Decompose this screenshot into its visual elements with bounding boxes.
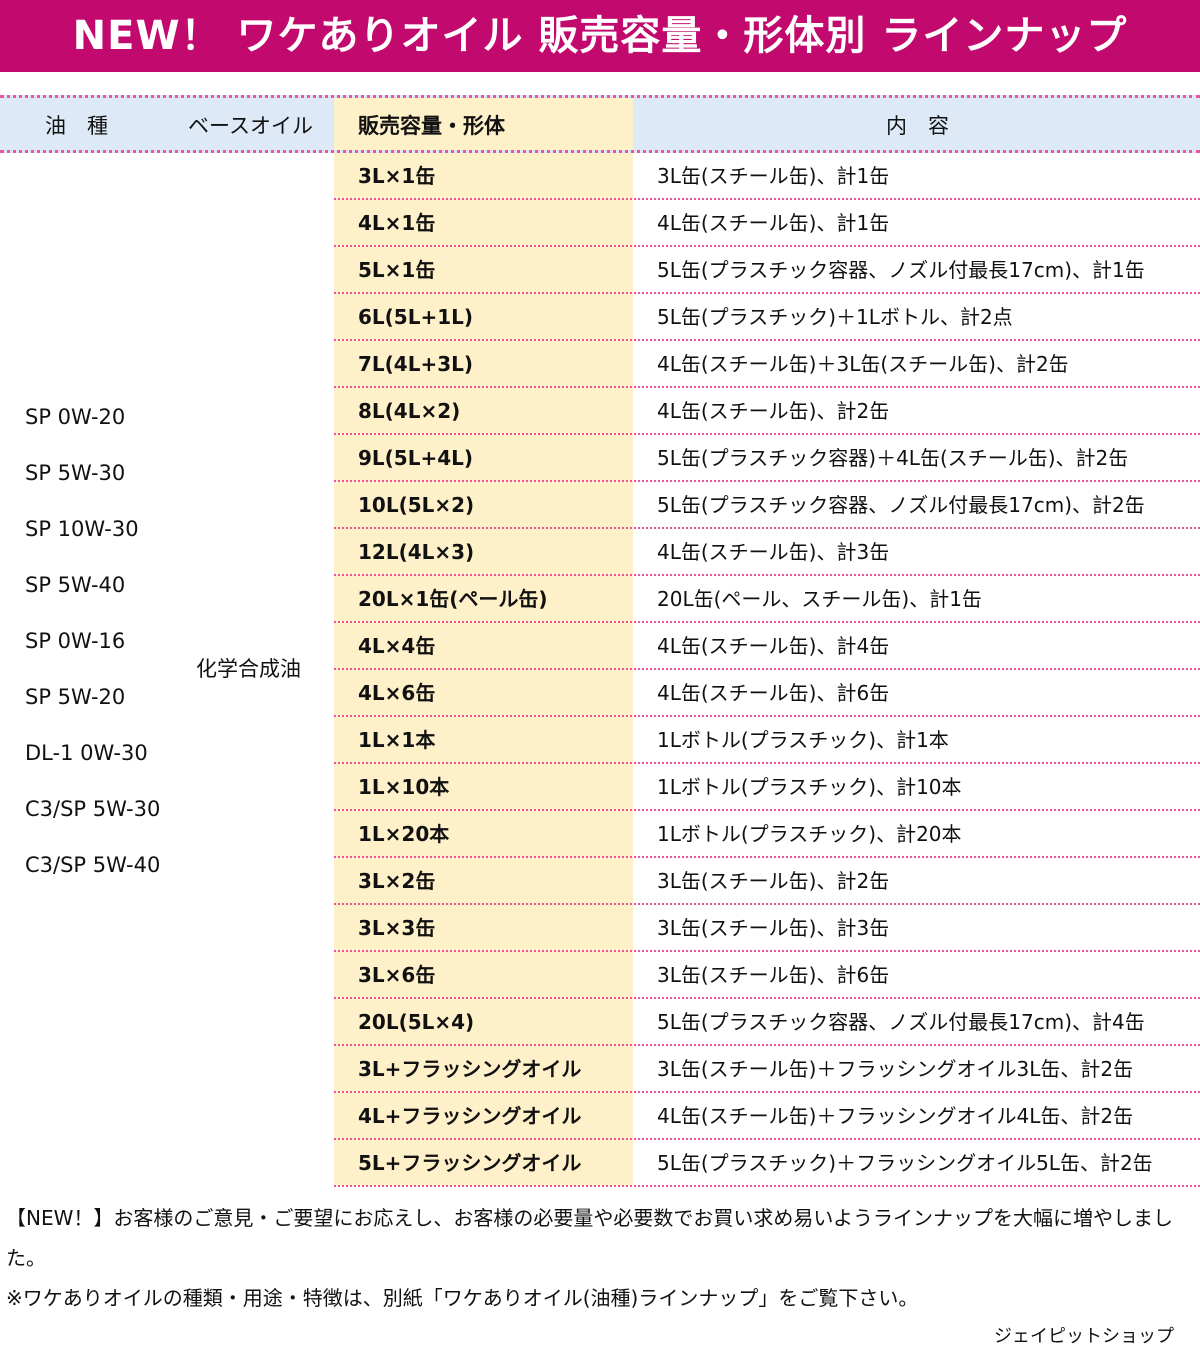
header-base-oil: ベースオイル <box>188 114 313 138</box>
capacity-cell: 5L×1缶 <box>358 258 436 282</box>
contents-cell: 1Lボトル(プラスチック)、計10本 <box>657 775 962 799</box>
contents-cell: 4L缶(スチール缶)＋フラッシングオイル4L缶、計2缶 <box>657 1104 1134 1128</box>
table-row: 3L×3缶 3L缶(スチール缶)、計3缶 <box>334 905 1200 952</box>
header-contents: 内 容 <box>886 114 949 138</box>
contents-cell: 3L缶(スチール缶)、計3缶 <box>657 916 890 940</box>
oil-type-item: SP 5W-40 <box>25 573 126 597</box>
capacity-cell: 4L×4缶 <box>358 634 436 658</box>
footnote-reference: ※ワケありオイルの種類・用途・特徴は、別紙「ワケありオイル(油種)ラインナップ」… <box>6 1286 919 1310</box>
contents-cell: 4L缶(スチール缶)、計2缶 <box>657 399 890 423</box>
capacity-cell: 1L×20本 <box>358 822 450 846</box>
oil-type-item: DL-1 0W-30 <box>25 741 148 765</box>
table-row: 1L×20本 1Lボトル(プラスチック)、計20本 <box>334 811 1200 858</box>
table-row: 3L×6缶 3L缶(スチール缶)、計6缶 <box>334 952 1200 999</box>
table-row: 1L×10本 1Lボトル(プラスチック)、計10本 <box>334 764 1200 811</box>
base-oil: 化学合成油 <box>196 657 301 681</box>
table-header: 油 種 ベースオイル 販売容量・形体 内 容 <box>0 95 1200 153</box>
contents-cell: 1Lボトル(プラスチック)、計1本 <box>657 728 949 752</box>
footnotes: 【NEW！】お客様のご意見・ご要望にお応えし、お客様の必要量や必要数でお買い求め… <box>6 1198 1196 1318</box>
contents-cell: 1Lボトル(プラスチック)、計20本 <box>657 822 962 846</box>
oil-type-item: C3/SP 5W-40 <box>25 853 161 877</box>
capacity-cell: 5L+フラッシングオイル <box>358 1151 582 1175</box>
table-row: 5L+フラッシングオイル 5L缶(プラスチック)＋フラッシングオイル5L缶、計2缶 <box>334 1140 1200 1187</box>
capacity-cell: 20L(5L×4) <box>358 1010 475 1034</box>
table-row: 7L(4L+3L) 4L缶(スチール缶)＋3L缶(スチール缶)、計2缶 <box>334 341 1200 388</box>
contents-cell: 4L缶(スチール缶)、計4缶 <box>657 634 890 658</box>
capacity-cell: 3L×6缶 <box>358 963 436 987</box>
table-body: SP 0W-20 SP 5W-30 SP 10W-30 SP 5W-40 SP 0W-1… <box>0 153 1200 1187</box>
oil-type-item: SP 0W-20 <box>25 405 126 429</box>
capacity-cell: 1L×10本 <box>358 775 450 799</box>
capacity-cell: 20L×1缶(ペール缶) <box>358 587 548 611</box>
table-row: 12L(4L×3) 4L缶(スチール缶)、計3缶 <box>334 529 1200 576</box>
header-oil-type: 油 種 <box>45 114 108 138</box>
contents-cell: 3L缶(スチール缶)、計1缶 <box>657 164 890 188</box>
oil-type-item: SP 10W-30 <box>25 517 139 541</box>
capacity-cell: 3L×1缶 <box>358 164 436 188</box>
table-row: 20L(5L×4) 5L缶(プラスチック容器、ノズル付最長17cm)、計4缶 <box>334 999 1200 1046</box>
capacity-cell: 12L(4L×3) <box>358 540 475 564</box>
table-row: 1L×1本 1Lボトル(プラスチック)、計1本 <box>334 717 1200 764</box>
table-row: 9L(5L+4L) 5L缶(プラスチック容器)＋4L缶(スチール缶)、計2缶 <box>334 435 1200 482</box>
table-row: 5L×1缶 5L缶(プラスチック容器、ノズル付最長17cm)、計1缶 <box>334 247 1200 294</box>
oil-type-item: SP 5W-30 <box>25 461 126 485</box>
table-row: 4L+フラッシングオイル 4L缶(スチール缶)＋フラッシングオイル4L缶、計2缶 <box>334 1093 1200 1140</box>
contents-cell: 3L缶(スチール缶)、計6缶 <box>657 963 890 987</box>
header-capacity: 販売容量・形体 <box>334 98 633 150</box>
capacity-cell: 7L(4L+3L) <box>358 352 474 376</box>
contents-cell: 3L缶(スチール缶)＋フラッシングオイル3L缶、計2缶 <box>657 1057 1134 1081</box>
capacity-cell: 10L(5L×2) <box>358 493 475 517</box>
table-row: 4L×4缶 4L缶(スチール缶)、計4缶 <box>334 623 1200 670</box>
oil-type-item: SP 0W-16 <box>25 629 126 653</box>
table-row: 3L×1缶 3L缶(スチール缶)、計1缶 <box>334 153 1200 200</box>
contents-cell: 5L缶(プラスチック容器、ノズル付最長17cm)、計2缶 <box>657 493 1145 517</box>
contents-cell: 4L缶(スチール缶)、計3缶 <box>657 540 890 564</box>
capacity-cell: 9L(5L+4L) <box>358 446 474 470</box>
contents-cell: 5L缶(プラスチック容器)＋4L缶(スチール缶)、計2缶 <box>657 446 1129 470</box>
oil-type-list: SP 0W-20 SP 5W-30 SP 10W-30 SP 5W-40 SP 0W-1… <box>25 403 165 907</box>
capacity-cell: 4L×1缶 <box>358 211 436 235</box>
footnote-new: 【NEW！】お客様のご意見・ご要望にお応えし、お客様の必要量や必要数でお買い求め… <box>6 1206 1173 1270</box>
oil-type-item: C3/SP 5W-30 <box>25 797 161 821</box>
capacity-cell: 6L(5L+1L) <box>358 305 474 329</box>
contents-cell: 3L缶(スチール缶)、計2缶 <box>657 869 890 893</box>
table-row: 3L+フラッシングオイル 3L缶(スチール缶)＋フラッシングオイル3L缶、計2缶 <box>334 1046 1200 1093</box>
lineup-table: 油 種 ベースオイル 販売容量・形体 内 容 SP 0W-20 SP 5W-30 S… <box>0 95 1200 1187</box>
table-row: 3L×2缶 3L缶(スチール缶)、計2缶 <box>334 858 1200 905</box>
contents-cell: 5L缶(プラスチック)＋フラッシングオイル5L缶、計2缶 <box>657 1151 1153 1175</box>
table-row: 6L(5L+1L) 5L缶(プラスチック)＋1Lボトル、計2点 <box>334 294 1200 341</box>
table-row: 8L(4L×2) 4L缶(スチール缶)、計2缶 <box>334 388 1200 435</box>
shop-name: ジェイピットショップ <box>994 1326 1174 1347</box>
oil-type-item: SP 5W-20 <box>25 685 126 709</box>
contents-cell: 5L缶(プラスチック)＋1Lボトル、計2点 <box>657 305 1013 329</box>
table-row: 20L×1缶(ペール缶) 20L缶(ペール、スチール缶)、計1缶 <box>334 576 1200 623</box>
table-row: 10L(5L×2) 5L缶(プラスチック容器、ノズル付最長17cm)、計2缶 <box>334 482 1200 529</box>
page-title: NEW！ ワケありオイル 販売容量・形体別 ラインナップ <box>0 0 1200 72</box>
contents-cell: 5L缶(プラスチック容器、ノズル付最長17cm)、計4缶 <box>657 1010 1145 1034</box>
contents-cell: 4L缶(スチール缶)＋3L缶(スチール缶)、計2缶 <box>657 352 1069 376</box>
capacity-cell: 3L×2缶 <box>358 869 436 893</box>
table-row: 4L×1缶 4L缶(スチール缶)、計1缶 <box>334 200 1200 247</box>
contents-cell: 4L缶(スチール缶)、計6缶 <box>657 681 890 705</box>
contents-cell: 5L缶(プラスチック容器、ノズル付最長17cm)、計1缶 <box>657 258 1145 282</box>
contents-cell: 4L缶(スチール缶)、計1缶 <box>657 211 890 235</box>
capacity-cell: 4L×6缶 <box>358 681 436 705</box>
capacity-cell: 3L+フラッシングオイル <box>358 1057 582 1081</box>
capacity-cell: 4L+フラッシングオイル <box>358 1104 582 1128</box>
contents-cell: 20L缶(ペール、スチール缶)、計1缶 <box>657 587 982 611</box>
capacity-cell: 3L×3缶 <box>358 916 436 940</box>
capacity-cell: 8L(4L×2) <box>358 399 461 423</box>
table-row: 4L×6缶 4L缶(スチール缶)、計6缶 <box>334 670 1200 717</box>
capacity-cell: 1L×1本 <box>358 728 436 752</box>
